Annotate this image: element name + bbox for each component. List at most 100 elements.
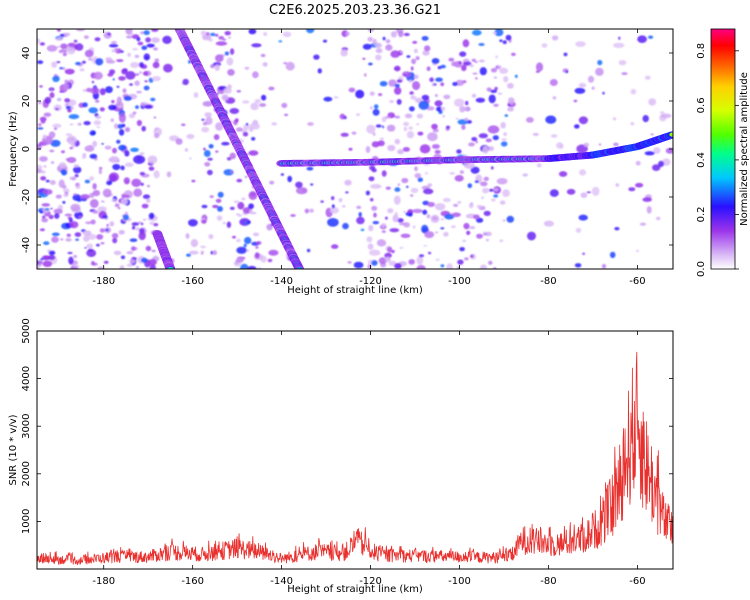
noise-speckle: [372, 38, 377, 46]
noise-speckle: [261, 94, 267, 101]
noise-speckle: [435, 258, 440, 261]
top-x-ticks: -180 -160 -140 -120 -100 -80 -60: [92, 29, 646, 287]
noise-speckle: [550, 134, 558, 138]
noise-speckle: [469, 226, 476, 230]
noise-speckle: [44, 208, 50, 211]
noise-speckle: [414, 173, 422, 179]
noise-speckle: [121, 123, 126, 128]
noise-speckle: [232, 235, 236, 239]
noise-speckle: [111, 233, 119, 239]
noise-speckle: [373, 212, 377, 218]
noise-speckle: [251, 43, 262, 48]
noise-speckle: [442, 114, 445, 118]
noise-speckle: [252, 232, 260, 237]
noise-speckle: [392, 214, 399, 223]
noise-speckle: [62, 52, 67, 57]
noise-speckle: [49, 149, 55, 153]
noise-speckle: [527, 231, 536, 241]
noise-speckle: [130, 246, 136, 251]
noise-speckle: [92, 190, 101, 197]
noise-speckle: [422, 50, 430, 56]
noise-speckle: [41, 203, 51, 207]
noise-speckle: [348, 147, 353, 151]
noise-speckle: [445, 125, 451, 129]
noise-speckle: [372, 132, 376, 137]
noise-speckle: [151, 249, 156, 253]
noise-speckle: [140, 31, 144, 35]
noise-speckle: [574, 124, 580, 129]
noise-speckle: [268, 86, 275, 91]
noise-speckle: [82, 89, 87, 92]
noise-speckle: [40, 170, 46, 174]
noise-speckle: [226, 57, 234, 66]
noise-speckle: [353, 261, 364, 269]
noise-speckle: [244, 236, 252, 245]
noise-speckle: [415, 56, 420, 61]
bottom-y-tick-label: 5000: [21, 318, 32, 343]
noise-speckle: [129, 83, 133, 86]
noise-speckle: [355, 89, 365, 99]
noise-speckle: [73, 166, 82, 174]
noise-speckle: [90, 131, 96, 135]
noise-speckle: [535, 62, 544, 72]
noise-speckle: [416, 113, 424, 119]
noise-speckle: [126, 251, 134, 255]
noise-speckle: [260, 53, 266, 58]
noise-speckle: [263, 32, 268, 36]
noise-speckle: [224, 31, 231, 36]
noise-speckle: [385, 216, 388, 220]
noise-speckle: [434, 231, 439, 234]
noise-speckle: [451, 61, 458, 67]
noise-speckle: [105, 86, 113, 94]
noise-speckle: [453, 203, 458, 207]
noise-speckle: [408, 213, 413, 217]
noise-speckle: [38, 260, 43, 265]
noise-speckle: [394, 211, 398, 217]
colorbar-tick-label: 0.0: [696, 261, 707, 277]
noise-speckle: [215, 54, 224, 63]
noise-speckle: [104, 145, 112, 150]
noise-speckle: [42, 134, 47, 139]
noise-speckle: [236, 256, 244, 263]
noise-speckle: [189, 250, 199, 255]
noise-speckle: [505, 34, 512, 41]
noise-speckle: [462, 61, 472, 66]
noise-speckle: [54, 213, 60, 219]
noise-speckle: [226, 157, 232, 161]
noise-speckle: [653, 147, 661, 154]
noise-speckle: [228, 36, 232, 39]
noise-speckle: [116, 139, 121, 144]
noise-speckle: [573, 99, 578, 103]
noise-speckle: [306, 166, 314, 171]
noise-speckle: [431, 83, 435, 86]
noise-speckle: [99, 88, 106, 96]
noise-speckle: [126, 35, 133, 39]
noise-speckle: [98, 169, 102, 175]
top-y-ticks: -40 -20 0 20 40: [21, 47, 673, 253]
noise-speckle: [88, 107, 98, 114]
noise-speckle: [125, 71, 136, 80]
noise-speckle: [366, 236, 373, 243]
noise-speckle: [480, 181, 488, 187]
noise-speckle: [400, 233, 411, 238]
noise-speckle: [497, 65, 502, 68]
noise-speckle: [660, 113, 672, 119]
noise-speckle: [490, 166, 494, 170]
noise-speckle: [207, 169, 213, 176]
noise-speckle: [131, 225, 136, 230]
noise-speckle: [333, 96, 339, 99]
noise-speckle: [463, 222, 470, 230]
noise-speckle: [143, 30, 150, 36]
noise-speckle: [42, 189, 53, 195]
noise-speckle: [123, 214, 129, 221]
noise-speckle: [67, 109, 72, 113]
noise-speckle: [229, 152, 237, 160]
noise-speckle: [148, 166, 155, 171]
noise-speckle: [416, 123, 420, 126]
noise-speckle: [251, 137, 256, 141]
noise-speckle: [100, 242, 105, 245]
noise-speckle: [70, 203, 81, 212]
noise-speckle: [59, 67, 64, 70]
noise-speckle: [42, 260, 53, 267]
noise-speckle: [495, 55, 498, 59]
